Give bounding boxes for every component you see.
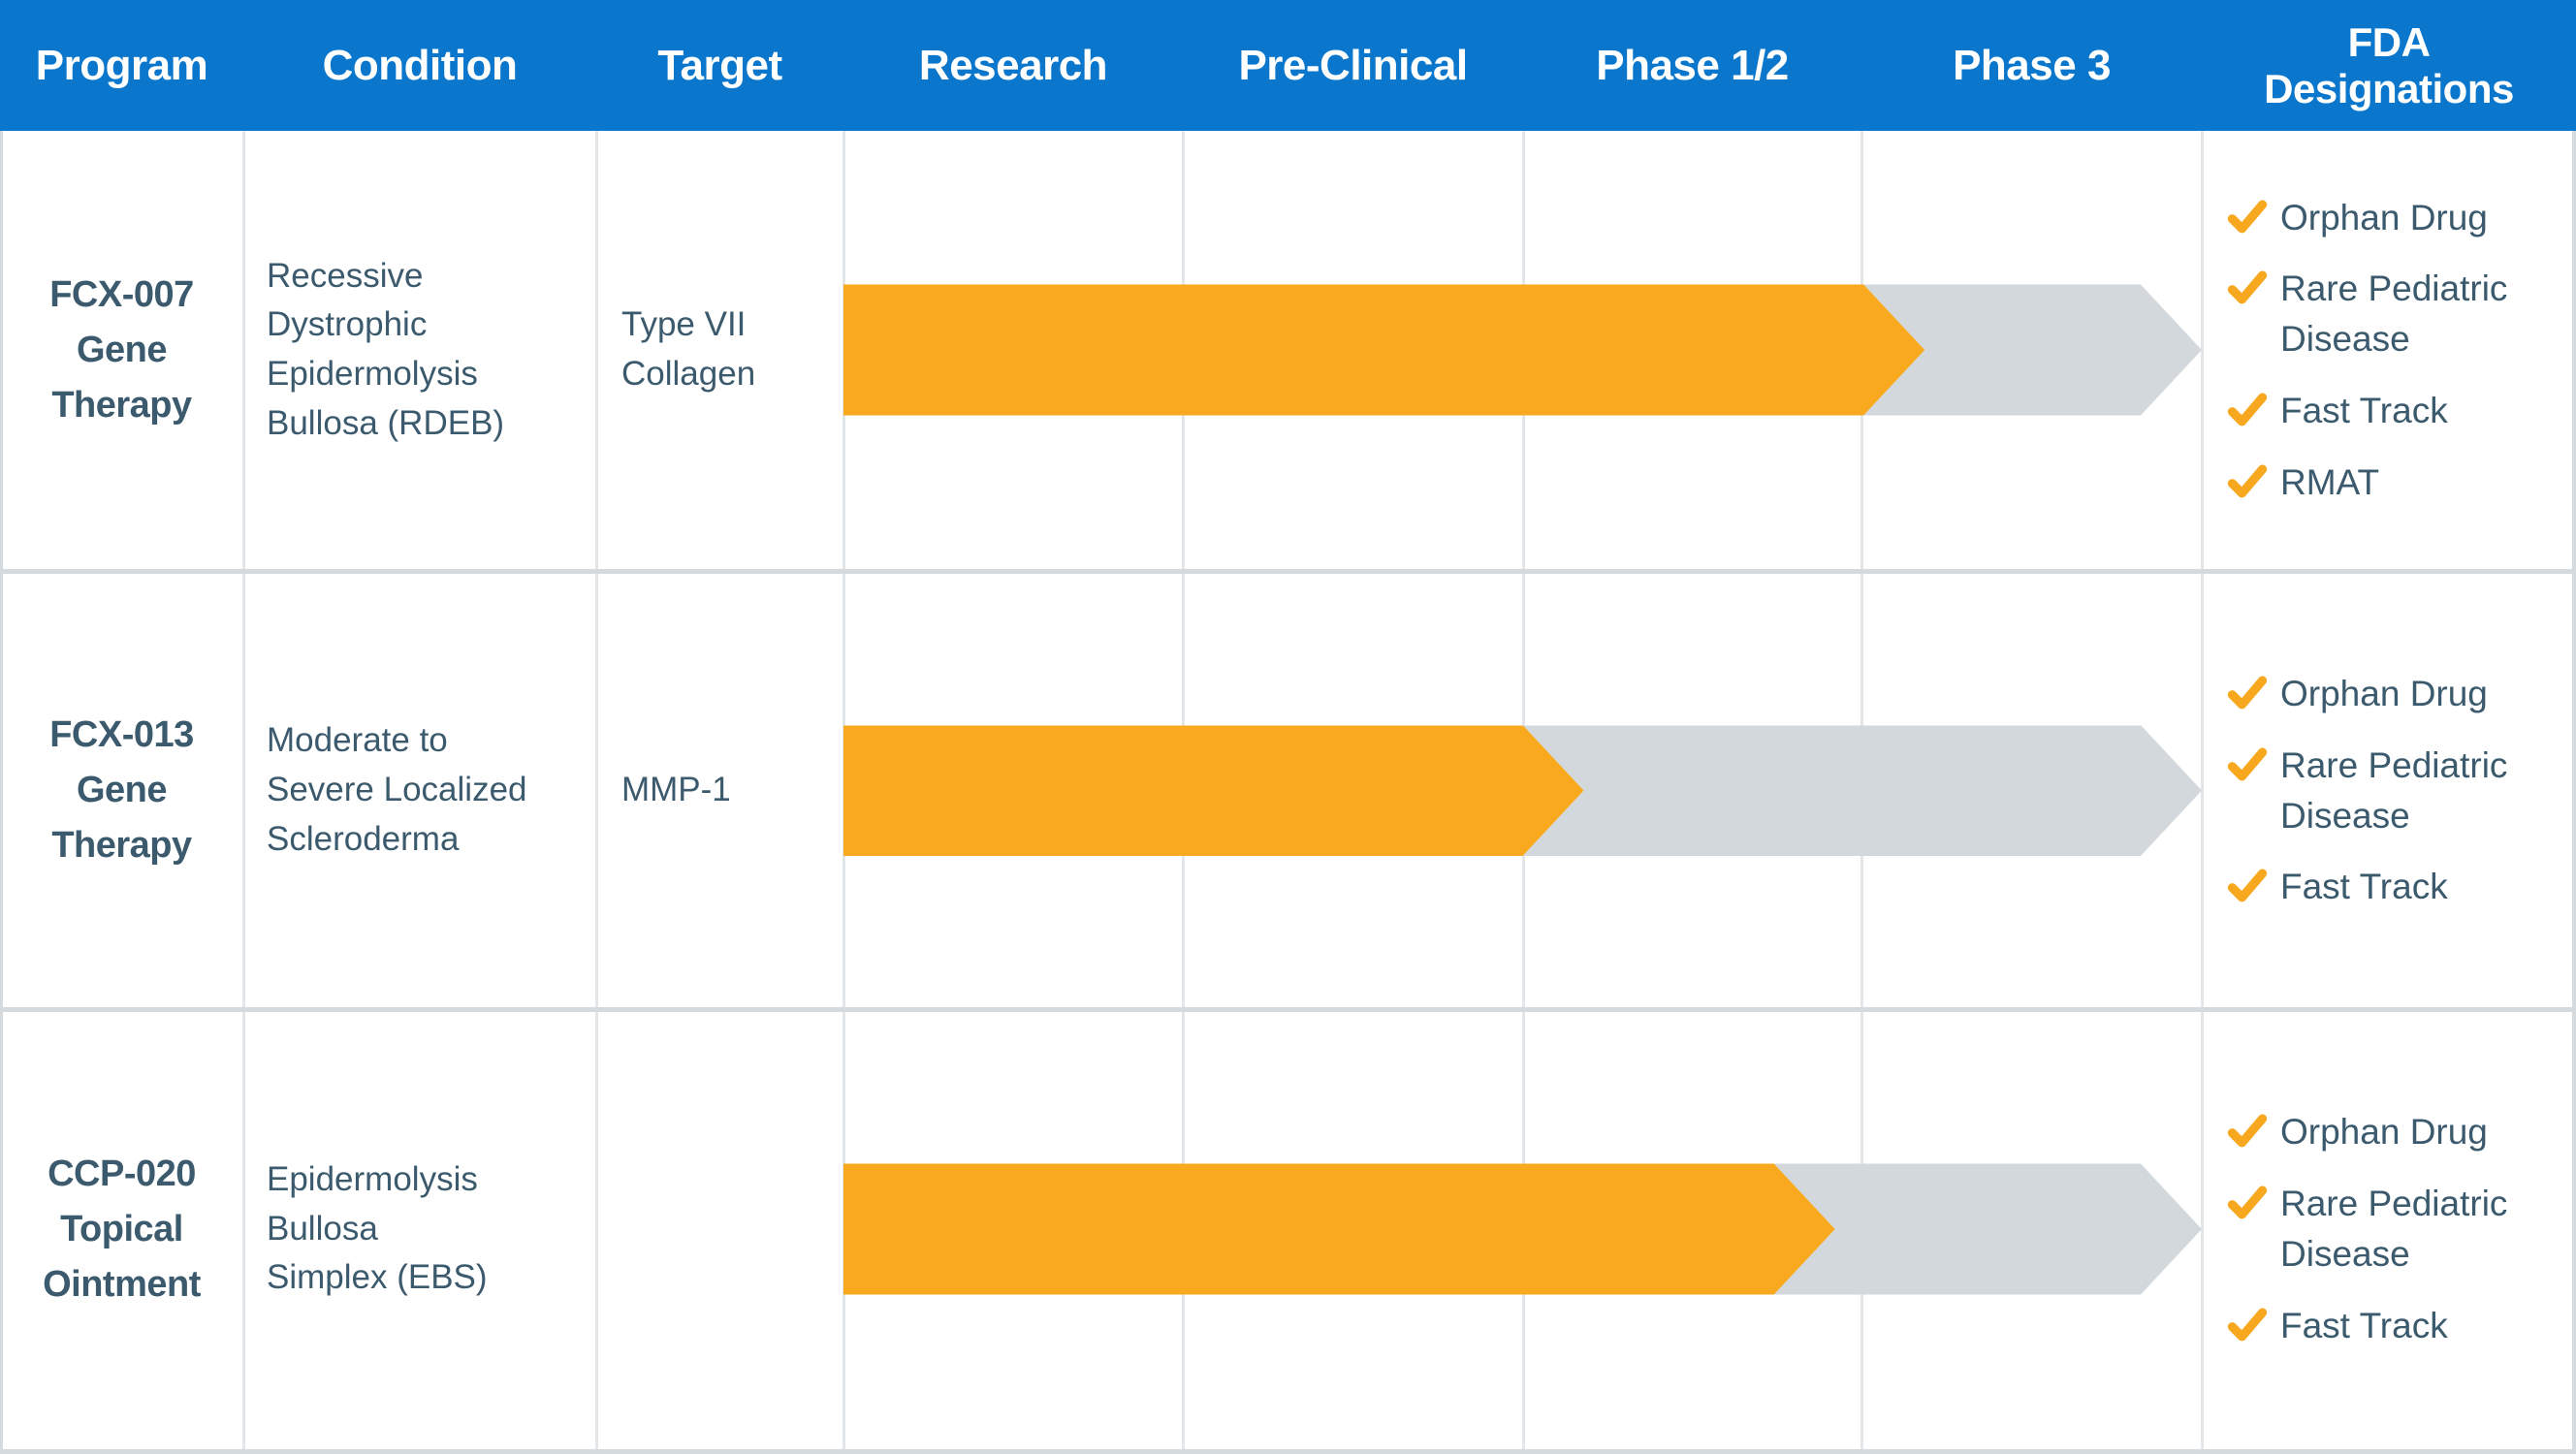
target-text	[596, 1012, 843, 1446]
fda-designation-item: Orphan Drug	[2226, 193, 2560, 243]
fda-designation-item: Rare Pediatric Disease	[2226, 264, 2560, 364]
progress-completed-segment	[843, 1164, 1835, 1295]
check-icon	[2226, 1109, 2269, 1152]
progress-remaining-segment	[1523, 725, 2202, 856]
fda-designations-list: Orphan Drug Rare Pediatric Disease Fast …	[2202, 1012, 2576, 1446]
condition-text: Recessive Dystrophic Epidermolysis Bullo…	[267, 256, 505, 442]
fda-designation-label: Fast Track	[2280, 390, 2448, 430]
column-header-phase12: Phase 1/2	[1596, 41, 1789, 89]
progress-completed-segment	[843, 285, 1924, 416]
column-header-program: Program	[35, 41, 208, 89]
row-divider	[0, 1007, 2576, 1012]
table-header: Program Condition Target Research Pre-Cl…	[0, 0, 2576, 131]
condition-text: Epidermolysis Bullosa Simplex (EBS)	[267, 1159, 488, 1297]
table-border	[0, 1449, 2576, 1454]
pipeline-row-ccp-020: CCP-020 Topical Ointment Epidermolysis B…	[0, 1012, 2576, 1446]
column-gridline	[595, 131, 598, 1450]
column-header-condition: Condition	[322, 41, 518, 89]
program-name: FCX-007 Gene Therapy	[49, 273, 194, 426]
fda-designation-label: Orphan Drug	[2280, 197, 2488, 237]
check-icon	[2226, 459, 2269, 502]
table-border	[0, 131, 3, 1450]
fda-designations-list: Orphan Drug Rare Pediatric Disease Fast …	[2202, 574, 2576, 1007]
fda-designation-label: Rare Pediatric Disease	[2280, 1184, 2508, 1274]
progress-remaining-segment	[1774, 1164, 2202, 1295]
fda-designation-item: Rare Pediatric Disease	[2226, 1179, 2560, 1280]
column-header-target: Target	[657, 41, 782, 89]
check-icon	[2226, 743, 2269, 785]
fda-designation-label: Orphan Drug	[2280, 673, 2488, 713]
fda-designation-item: Orphan Drug	[2226, 669, 2560, 719]
check-icon	[2226, 864, 2269, 906]
column-header-research: Research	[918, 41, 1108, 89]
program-name: CCP-020 Topical Ointment	[43, 1153, 201, 1305]
column-header-fda-designations: FDA Designations	[2264, 19, 2514, 111]
column-gridline	[242, 131, 245, 1450]
column-header-phase3: Phase 3	[1953, 41, 2111, 89]
progress-arrow	[843, 1164, 2202, 1295]
progress-arrow	[843, 725, 2202, 856]
progress-arrow	[843, 285, 2202, 416]
fda-designation-label: Fast Track	[2280, 867, 2448, 907]
table-border	[2572, 131, 2576, 1450]
row-divider	[0, 569, 2576, 574]
program-name: FCX-013 Gene Therapy	[49, 714, 194, 866]
check-icon	[2226, 1181, 2269, 1223]
fda-designation-label: RMAT	[2280, 461, 2380, 502]
pipeline-row-fcx-013: FCX-013 Gene Therapy Moderate to Severe …	[0, 574, 2576, 1007]
fda-designation-label: Orphan Drug	[2280, 1112, 2488, 1153]
progress-completed-segment	[843, 725, 1584, 856]
check-icon	[2226, 671, 2269, 713]
fda-designation-item: Fast Track	[2226, 386, 2560, 436]
target-text: MMP-1	[621, 771, 731, 809]
pipeline-row-fcx-007: FCX-007 Gene Therapy Recessive Dystrophi…	[0, 131, 2576, 569]
fda-designation-item: Rare Pediatric Disease	[2226, 741, 2560, 841]
target-text: Type VII Collagen	[621, 305, 756, 393]
check-icon	[2226, 266, 2269, 308]
column-gridline	[2201, 131, 2204, 1450]
fda-designation-label: Rare Pediatric Disease	[2280, 744, 2508, 836]
column-header-preclinical: Pre-Clinical	[1238, 41, 1468, 89]
fda-designation-label: Fast Track	[2280, 1305, 2448, 1345]
check-icon	[2226, 195, 2269, 237]
fda-designation-item: Fast Track	[2226, 862, 2560, 912]
fda-designation-item: Orphan Drug	[2226, 1107, 2560, 1157]
fda-designations-list: Orphan Drug Rare Pediatric Disease Fast …	[2202, 131, 2576, 569]
condition-text: Moderate to Severe Localized Scleroderma	[267, 721, 527, 858]
fda-designation-item: Fast Track	[2226, 1301, 2560, 1351]
check-icon	[2226, 388, 2269, 430]
check-icon	[2226, 1303, 2269, 1345]
fda-designation-label: Rare Pediatric Disease	[2280, 269, 2508, 360]
fda-designation-item: RMAT	[2226, 458, 2560, 508]
